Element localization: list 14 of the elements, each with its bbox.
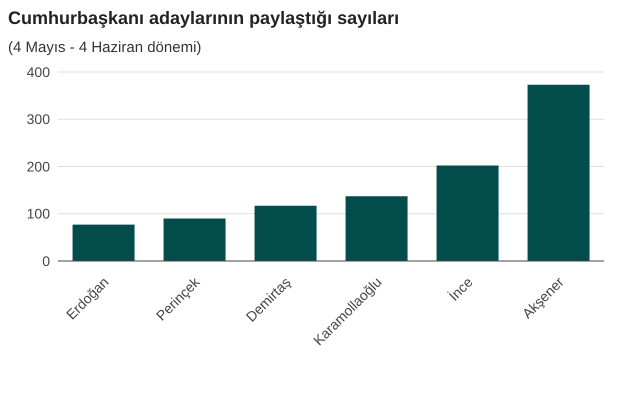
bar — [346, 196, 408, 261]
chart-title: Cumhurbaşkanı adaylarının paylaştığı sayıları — [8, 8, 400, 29]
bar — [72, 224, 135, 261]
y-tick-label: 100 — [26, 206, 50, 222]
y-tick-label: 200 — [26, 158, 50, 174]
bar — [164, 218, 226, 261]
chart-subtitle: (4 Mayıs - 4 Haziran dönemi) — [8, 39, 202, 56]
bar — [528, 84, 590, 261]
y-tick-label: 300 — [26, 111, 50, 128]
x-tick-label: İnce — [446, 274, 476, 304]
bar — [436, 166, 499, 261]
y-tick-label: 0 — [42, 252, 50, 269]
bar — [254, 206, 317, 261]
y-tick-label: 400 — [26, 64, 50, 80]
